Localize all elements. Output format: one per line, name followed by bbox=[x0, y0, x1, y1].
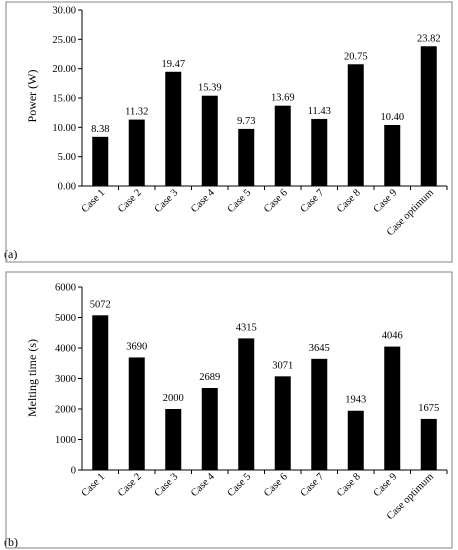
y-tick-label: 2000 bbox=[55, 405, 76, 416]
bar bbox=[384, 124, 401, 186]
y-tick-label: 15.00 bbox=[52, 94, 76, 105]
data-label: 10.40 bbox=[380, 112, 404, 123]
bar bbox=[311, 358, 328, 470]
data-label: 5072 bbox=[90, 299, 111, 310]
y-tick-label: 25.00 bbox=[52, 35, 76, 46]
bar bbox=[311, 118, 328, 186]
y-tick-label: 6000 bbox=[55, 283, 76, 294]
bar bbox=[347, 410, 364, 470]
y-tick-label: 0 bbox=[71, 466, 76, 477]
data-label: 15.39 bbox=[198, 83, 222, 94]
bar bbox=[384, 346, 401, 470]
bar bbox=[128, 357, 145, 470]
data-label: 3690 bbox=[126, 341, 147, 352]
x-category-label: Case 7 bbox=[299, 187, 327, 215]
x-category-label: Case 9 bbox=[372, 187, 400, 215]
y-tick-label: 5000 bbox=[55, 313, 76, 324]
power-chart: (a) Power (W) 0.00 5.00 10.00 15.00 20.00 25.… bbox=[4, 1, 453, 263]
x-category-label: Case 8 bbox=[335, 187, 363, 215]
data-label: 11.43 bbox=[308, 106, 331, 117]
data-label: 3645 bbox=[309, 343, 330, 354]
x-category-label: Case 5 bbox=[226, 471, 254, 499]
bar bbox=[420, 46, 437, 187]
bar bbox=[274, 105, 291, 186]
melting-time-chart: (b) Melting time (s) 0 1000 2000 3000 4000 50… bbox=[4, 271, 453, 549]
y-tick-label: 0.00 bbox=[58, 182, 76, 193]
bar bbox=[201, 95, 218, 186]
x-category-label: Case 2 bbox=[116, 471, 144, 499]
data-label: 2000 bbox=[163, 393, 184, 404]
data-label: 8.38 bbox=[91, 124, 109, 135]
x-category-label: Case 3 bbox=[153, 471, 181, 499]
y-tick-label: 3000 bbox=[55, 374, 76, 385]
data-label: 9.73 bbox=[237, 116, 255, 127]
data-label: 11.32 bbox=[125, 107, 148, 118]
y-tick-label: 10.00 bbox=[52, 123, 76, 134]
data-label: 1943 bbox=[345, 395, 366, 406]
bar bbox=[420, 418, 437, 470]
y-tick-label: 5.00 bbox=[58, 152, 76, 163]
y-tick-label: 20.00 bbox=[52, 64, 76, 75]
x-category-label: Case 4 bbox=[189, 187, 217, 215]
data-label: 3071 bbox=[272, 360, 293, 371]
y-tick-label: 1000 bbox=[55, 435, 76, 446]
bar bbox=[128, 119, 145, 186]
bar bbox=[92, 136, 109, 186]
x-category-label: Case 9 bbox=[372, 471, 400, 499]
x-category-label: Case 2 bbox=[116, 187, 144, 215]
data-label: 19.47 bbox=[161, 59, 185, 70]
x-category-label: Case 1 bbox=[80, 471, 108, 499]
bar bbox=[274, 376, 291, 470]
data-label: 4315 bbox=[236, 322, 257, 333]
chart-frame bbox=[5, 1, 453, 263]
x-category-label: Case 8 bbox=[335, 471, 363, 499]
data-label: 13.69 bbox=[271, 93, 295, 104]
x-category-label: Case 4 bbox=[189, 471, 217, 499]
y-axis-title-power: Power (W) bbox=[25, 70, 39, 123]
x-category-label: Case 5 bbox=[226, 187, 254, 215]
bar bbox=[238, 128, 255, 186]
x-category-label: Case 1 bbox=[80, 187, 108, 215]
x-category-label: Case 7 bbox=[299, 471, 327, 499]
data-label: 2689 bbox=[199, 372, 220, 383]
x-category-label: Case 3 bbox=[153, 187, 181, 215]
x-category-label: Case 6 bbox=[262, 471, 290, 499]
data-label: 4046 bbox=[382, 331, 403, 342]
panel-label-a: (a) bbox=[4, 247, 17, 261]
bar bbox=[92, 315, 109, 470]
y-tick-label: 30.00 bbox=[52, 6, 76, 17]
y-tick-label: 4000 bbox=[55, 344, 76, 355]
bar bbox=[165, 71, 182, 186]
data-label: 20.75 bbox=[344, 51, 368, 62]
panel-label-b: (b) bbox=[4, 535, 18, 549]
bar bbox=[201, 387, 218, 470]
data-label: 1675 bbox=[418, 403, 439, 414]
chart-frame bbox=[5, 271, 453, 549]
data-label: 23.82 bbox=[417, 33, 441, 44]
bar bbox=[165, 409, 182, 470]
bar bbox=[238, 338, 255, 470]
x-category-label: Case 6 bbox=[262, 187, 290, 215]
bar bbox=[347, 64, 364, 186]
y-axis-title-melting-time: Melting time (s) bbox=[25, 339, 39, 417]
